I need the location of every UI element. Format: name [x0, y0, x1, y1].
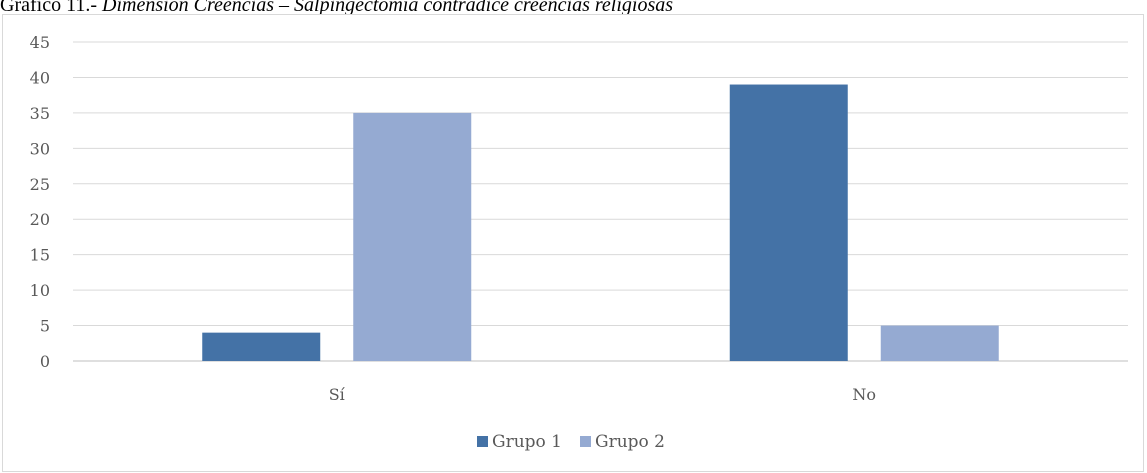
legend: Grupo 1 Grupo 2	[477, 432, 665, 452]
x-category-label: No	[852, 385, 876, 404]
legend-swatch	[580, 436, 591, 447]
y-tick-label: 20	[30, 210, 50, 229]
bar-grupo-1-2	[729, 84, 848, 362]
y-tick-label: 15	[30, 246, 50, 265]
y-tick-label: 5	[40, 317, 50, 336]
x-axis-categories: Sí No	[329, 385, 876, 404]
y-tick-label: 0	[40, 352, 50, 371]
bar-grupo-2-2	[880, 325, 999, 361]
y-tick-label: 10	[30, 281, 50, 300]
y-tick-label: 25	[30, 175, 50, 194]
bar-grupo-2-1	[353, 112, 472, 361]
legend-label: Grupo 1	[492, 432, 562, 452]
legend-label: Grupo 2	[595, 432, 665, 452]
chart-caption: Gráfico 11.- Dimensión Creencias – Salpi…	[0, 0, 673, 17]
bars	[202, 84, 999, 362]
y-tick-label: 30	[30, 139, 50, 158]
y-tick-label: 45	[30, 33, 50, 52]
x-category-label: Sí	[329, 385, 346, 404]
chart-frame	[2, 14, 1144, 472]
legend-swatch	[477, 436, 488, 447]
bar-grupo-1-1	[202, 332, 321, 361]
y-tick-label: 40	[30, 68, 50, 87]
y-axis-ticks: 0 5 10 15 20 25 30 35 40 45	[30, 33, 50, 371]
chart-title: Dimensión Creencias – Salpingectomía con…	[102, 0, 674, 16]
gridlines	[73, 41, 1128, 362]
y-tick-label: 35	[30, 104, 50, 123]
caption-prefix: Gráfico 11.-	[0, 0, 102, 16]
